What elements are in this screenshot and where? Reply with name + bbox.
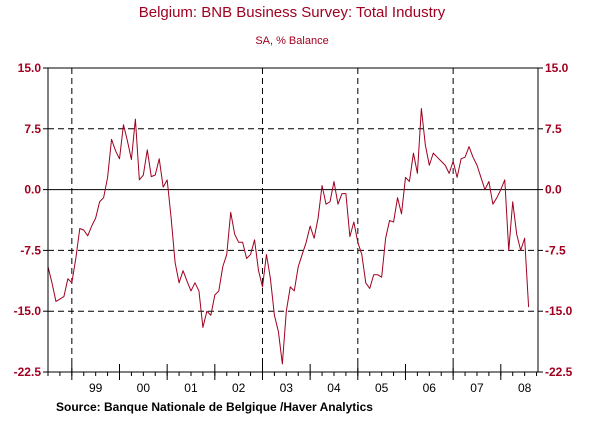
y-tick-label-left: -7.5 [20,243,41,257]
y-tick-label-right: 7.5 [545,122,562,136]
y-tick-label-right: 15.0 [545,61,569,75]
axis-ticks [43,67,543,380]
x-tick-label: 03 [280,381,294,395]
x-tick-label: 00 [137,381,151,395]
y-tick-label-right: -15.0 [545,304,573,318]
x-axis-labels: 99 00 01 02 03 04 05 06 07 08 [89,381,532,395]
y-axis-left-labels: 15.0 7.5 0.0 -7.5 -15.0 -22.5 [14,61,42,379]
y-axis-right-labels: 15.0 7.5 0.0 -7.5 -15.0 -22.5 [545,61,573,379]
y-tick-label-left: 0.0 [24,183,41,197]
x-tick-label: 99 [89,381,103,395]
x-tick-label: 08 [518,381,532,395]
grid-lines [48,68,538,372]
source-note: Source: Banque Nationale de Belgique /Ha… [56,400,373,414]
x-tick-label: 07 [470,381,484,395]
x-tick-label: 05 [375,381,389,395]
chart-subtitle: SA, % Balance [255,35,328,47]
y-tick-label-left: 15.0 [18,61,42,75]
x-tick-label: 06 [423,381,437,395]
x-tick-label: 01 [184,381,198,395]
x-tick-label: 02 [232,381,246,395]
y-tick-label-left: -22.5 [14,365,42,379]
series-line-layer [47,108,530,365]
y-tick-label-left: 7.5 [24,122,41,136]
plot-frame [47,67,539,373]
chart-title: Belgium: BNB Business Survey: Total Indu… [139,4,446,21]
series-line-0 [47,108,530,365]
y-tick-label-right: 0.0 [545,183,562,197]
y-tick-label-right: -7.5 [545,243,566,257]
y-tick-label-right: -22.5 [545,365,573,379]
x-tick-label: 04 [327,381,341,395]
y-tick-label-left: -15.0 [14,304,42,318]
